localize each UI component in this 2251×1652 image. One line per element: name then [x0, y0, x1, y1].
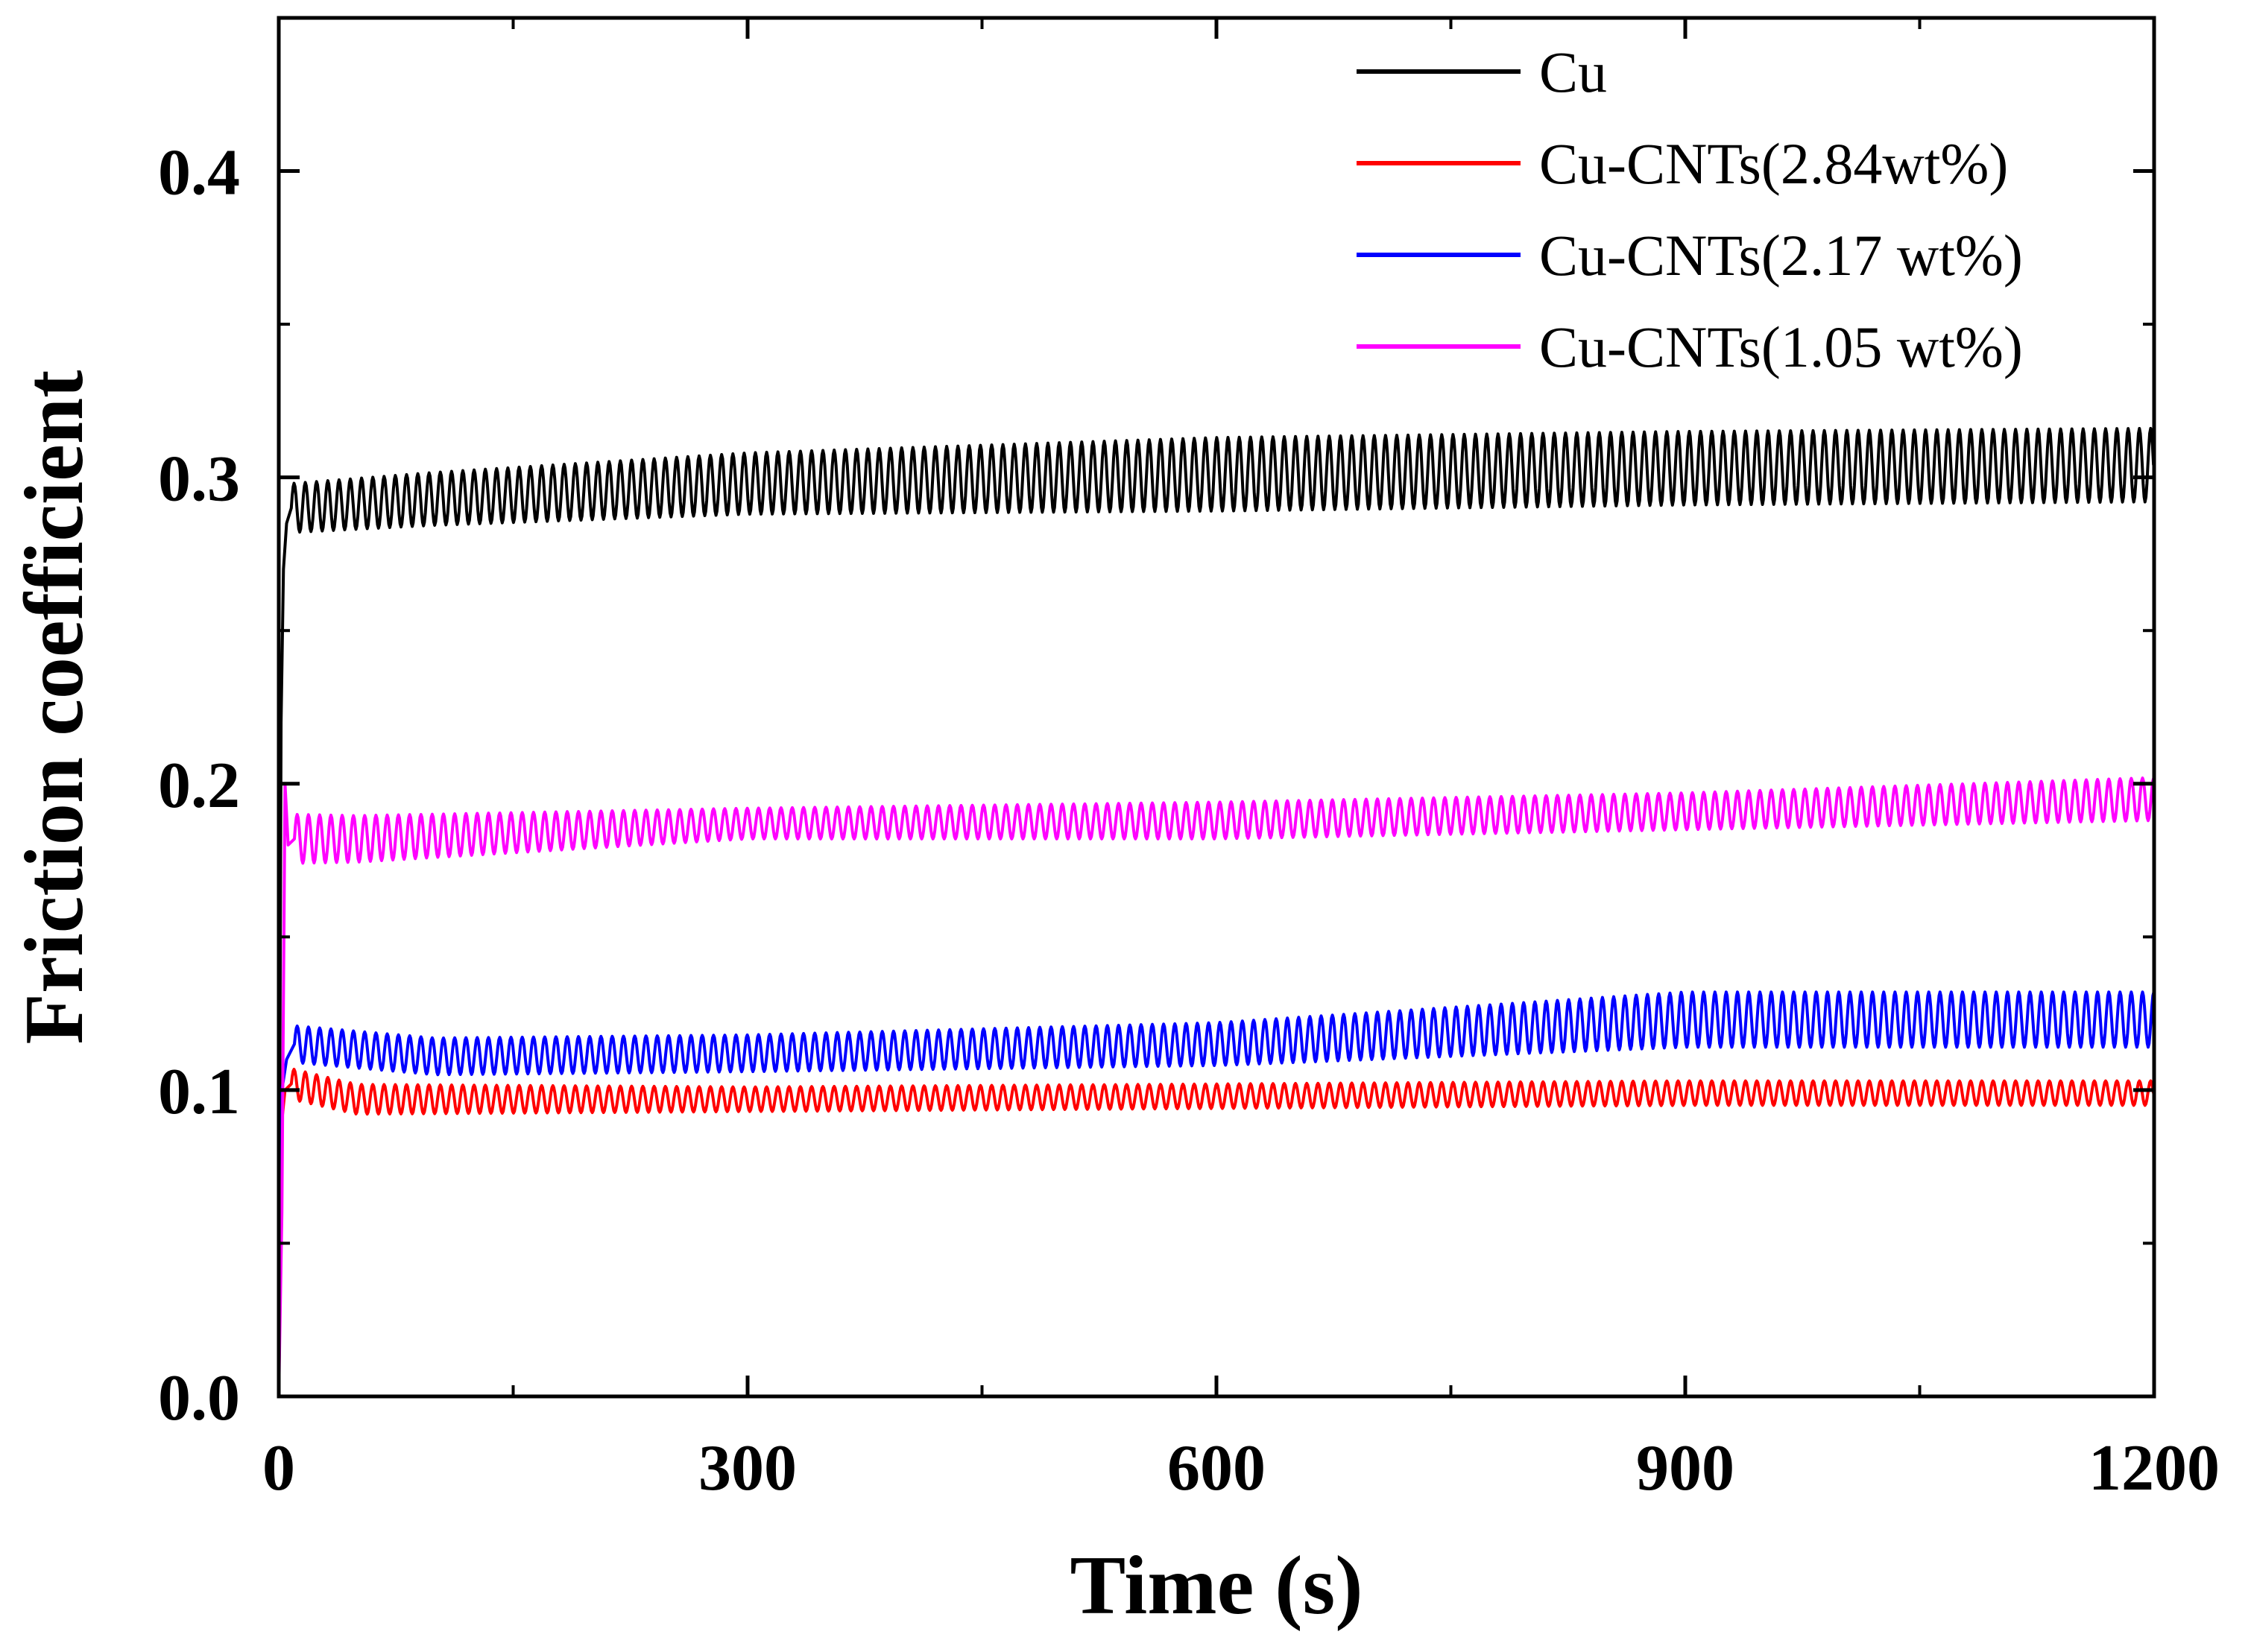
ticks-layer: 0 300 600 900 1200 0.0 0.1 0.2 0.3 0.4	[158, 16, 2220, 1504]
y-tick-label: 0.2	[158, 750, 240, 822]
legend-label-2: Cu-CNTs(2.17 wt%)	[1539, 223, 2023, 288]
x-tick-label: 0	[262, 1432, 295, 1504]
x-axis-title: Time (s)	[1070, 1539, 1363, 1632]
series-line-1	[277, 1068, 2156, 1397]
x-tick-label: 900	[1636, 1432, 1734, 1504]
y-tick-label: 0.3	[158, 443, 240, 516]
series-line-3	[277, 776, 2156, 1397]
series-line-2	[277, 990, 2156, 1397]
legend-label-0: Cu	[1539, 39, 1607, 104]
legend-label-3: Cu-CNTs(1.05 wt%)	[1539, 314, 2023, 379]
y-axis-title: Friction coefficient	[8, 370, 101, 1045]
y-tick-label: 0.1	[158, 1056, 240, 1128]
x-tick-label: 600	[1167, 1432, 1266, 1504]
series-layer	[277, 426, 2156, 1397]
y-tick-label: 0.4	[158, 137, 240, 209]
x-tick-label: 300	[698, 1432, 797, 1504]
y-tick-label: 0.0	[158, 1362, 240, 1434]
legend: Cu Cu-CNTs(2.84wt%) Cu-CNTs(2.17 wt%) Cu-CN…	[1357, 39, 2023, 379]
legend-label-1: Cu-CNTs(2.84wt%)	[1539, 131, 2008, 196]
x-tick-label: 1200	[2089, 1432, 2220, 1504]
series-line-0	[277, 426, 2156, 1397]
